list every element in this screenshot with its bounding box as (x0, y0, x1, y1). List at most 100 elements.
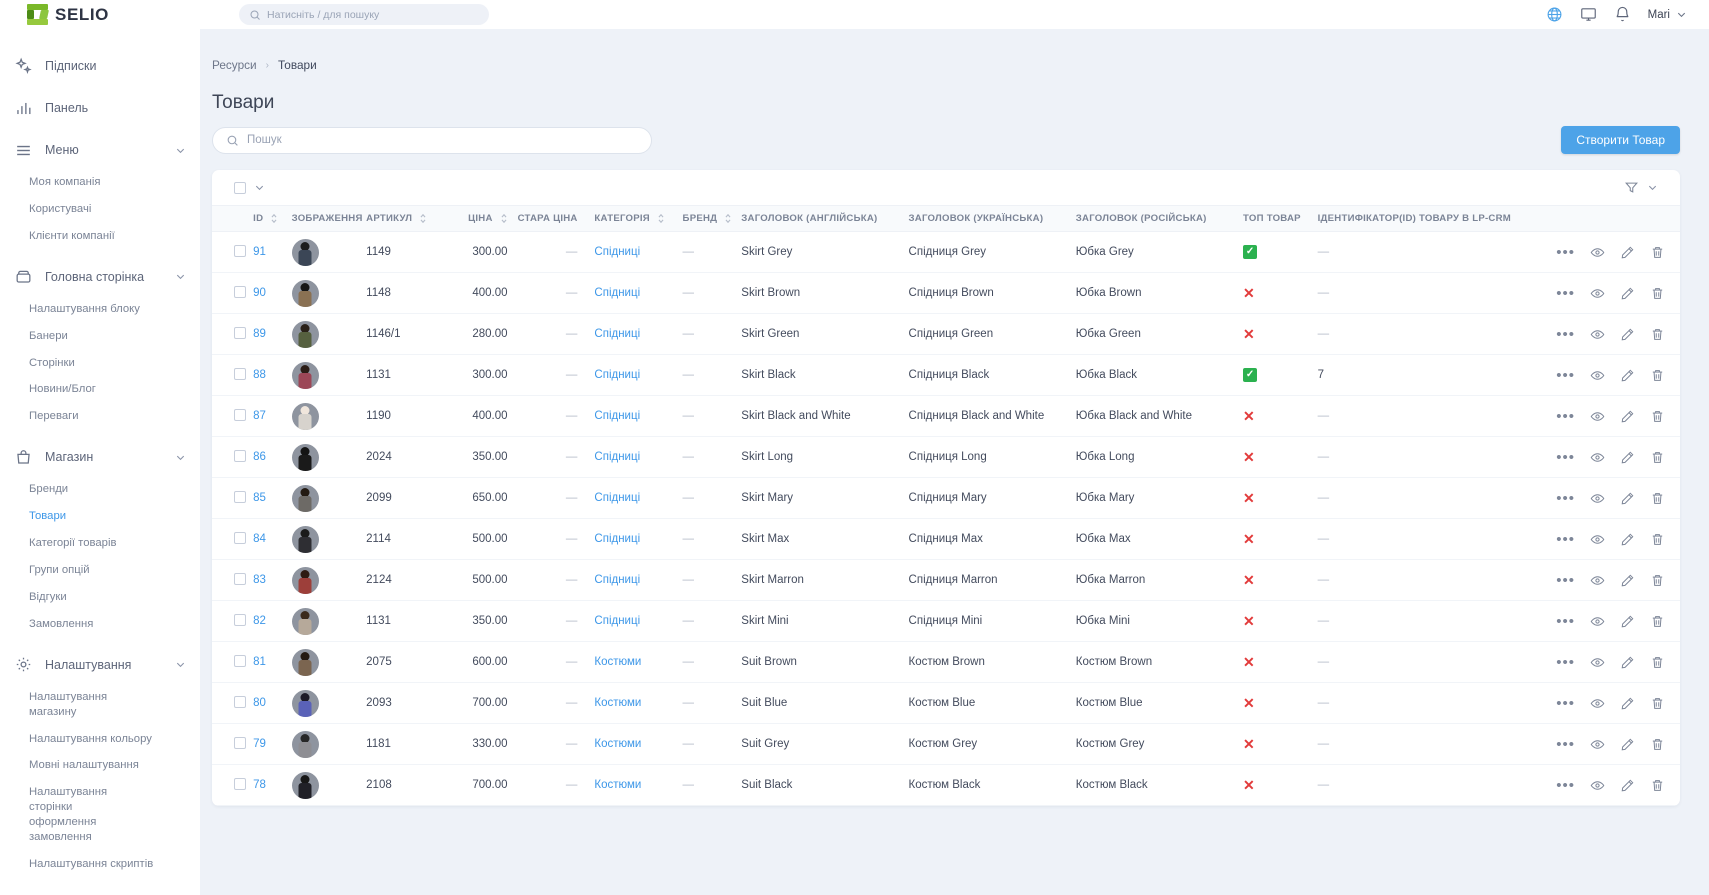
breadcrumb-root[interactable]: Ресурси (212, 58, 257, 72)
trash-icon[interactable] (1650, 614, 1665, 629)
category-link[interactable]: Костюми (594, 656, 642, 668)
category-link[interactable]: Костюми (594, 697, 642, 709)
product-id-link[interactable]: 86 (253, 451, 266, 463)
row-checkbox[interactable] (234, 490, 246, 503)
edit-icon[interactable] (1620, 245, 1635, 260)
sidebar-item-settings[interactable]: Налаштування (0, 646, 200, 684)
row-checkbox[interactable] (234, 285, 246, 298)
sidebar-item-subscriptions[interactable]: Підписки (0, 47, 200, 85)
product-id-link[interactable]: 78 (253, 779, 266, 791)
sidebar-subitem-advantages[interactable]: Переваги (29, 410, 79, 423)
trash-icon[interactable] (1650, 655, 1665, 670)
sidebar-subitem-product-categories[interactable]: Категорії товарів (29, 537, 117, 550)
product-id-link[interactable]: 82 (253, 615, 266, 627)
table-row[interactable]: 82 1131 350.00— Спідниці — Skirt Mini Спідниця… (212, 600, 1680, 642)
row-checkbox[interactable] (234, 695, 246, 708)
more-icon[interactable]: ••• (1556, 407, 1575, 425)
sidebar-item-homepage[interactable]: Головна сторінка (0, 258, 200, 296)
row-checkbox[interactable] (234, 367, 246, 380)
table-row[interactable]: 85 2099 650.00— Спідниці — Skirt Mary Спідниця… (212, 477, 1680, 519)
th-id[interactable]: ID (248, 206, 286, 232)
sidebar-subitem-news-blog[interactable]: Новини/Блог (29, 383, 96, 396)
row-checkbox[interactable] (234, 244, 246, 257)
product-id-link[interactable]: 87 (253, 410, 266, 422)
th-category[interactable]: КАТЕГОРІЯ (589, 206, 677, 232)
category-link[interactable]: Спідниці (594, 492, 641, 504)
product-id-link[interactable]: 91 (253, 246, 266, 258)
eye-icon[interactable] (1590, 409, 1605, 424)
sidebar-subitem-my-company[interactable]: Моя компанія (29, 176, 101, 188)
product-thumbnail[interactable] (291, 730, 319, 758)
row-checkbox[interactable] (234, 531, 246, 544)
row-checkbox[interactable] (234, 326, 246, 339)
eye-icon[interactable] (1590, 573, 1605, 588)
product-thumbnail[interactable] (291, 402, 319, 430)
user-menu[interactable]: Mari (1648, 9, 1687, 21)
eye-icon[interactable] (1590, 368, 1605, 383)
category-link[interactable]: Спідниці (594, 328, 641, 340)
th-price[interactable]: ЦІНА (447, 206, 513, 232)
more-icon[interactable]: ••• (1556, 653, 1575, 671)
chevron-down-icon[interactable] (175, 145, 186, 156)
category-link[interactable]: Спідниці (594, 410, 641, 422)
sidebar-subitem-block-settings[interactable]: Налаштування блоку (29, 302, 140, 315)
chevron-down-icon[interactable] (175, 452, 186, 463)
category-link[interactable]: Спідниці (594, 451, 641, 463)
row-checkbox[interactable] (234, 449, 246, 462)
selection-dropdown-icon[interactable] (254, 182, 265, 193)
more-icon[interactable]: ••• (1556, 366, 1575, 384)
search-input[interactable]: Пошук (212, 126, 652, 154)
eye-icon[interactable] (1590, 737, 1605, 752)
more-icon[interactable]: ••• (1556, 489, 1575, 507)
trash-icon[interactable] (1650, 696, 1665, 711)
product-id-link[interactable]: 89 (253, 328, 266, 340)
more-icon[interactable]: ••• (1556, 735, 1575, 753)
more-icon[interactable]: ••• (1556, 284, 1575, 302)
product-thumbnail[interactable] (291, 484, 319, 512)
edit-icon[interactable] (1620, 573, 1635, 588)
sidebar-item-menu[interactable]: Меню (0, 131, 200, 169)
filter-icon[interactable] (1624, 180, 1639, 195)
product-id-link[interactable]: 79 (253, 738, 266, 750)
eye-icon[interactable] (1590, 655, 1605, 670)
trash-icon[interactable] (1650, 573, 1665, 588)
edit-icon[interactable] (1620, 778, 1635, 793)
row-checkbox[interactable] (234, 736, 246, 749)
eye-icon[interactable] (1590, 532, 1605, 547)
eye-icon[interactable] (1590, 450, 1605, 465)
trash-icon[interactable] (1650, 450, 1665, 465)
category-link[interactable]: Спідниці (594, 533, 641, 545)
sidebar-subitem-color-settings[interactable]: Налаштування кольору (29, 732, 152, 745)
product-thumbnail[interactable] (291, 648, 319, 676)
category-link[interactable]: Спідниці (594, 287, 641, 299)
row-checkbox[interactable] (234, 408, 246, 421)
trash-icon[interactable] (1650, 286, 1665, 301)
category-link[interactable]: Спідниці (594, 615, 641, 627)
edit-icon[interactable] (1620, 450, 1635, 465)
sidebar-subitem-orders[interactable]: Замовлення (29, 617, 94, 630)
category-link[interactable]: Костюми (594, 738, 642, 750)
product-thumbnail[interactable] (291, 443, 319, 471)
product-id-link[interactable]: 85 (253, 492, 266, 504)
edit-icon[interactable] (1620, 532, 1635, 547)
edit-icon[interactable] (1620, 327, 1635, 342)
sidebar-subitem-users[interactable]: Користувачі (29, 202, 92, 215)
sidebar-subitem-option-groups[interactable]: Групи опцій (29, 563, 90, 576)
chevron-down-icon[interactable] (175, 271, 186, 282)
eye-icon[interactable] (1590, 327, 1605, 342)
table-row[interactable]: 79 1181 330.00— Костюми — Suit Grey Костюм Gre… (212, 723, 1680, 765)
eye-icon[interactable] (1590, 778, 1605, 793)
eye-icon[interactable] (1590, 286, 1605, 301)
trash-icon[interactable] (1650, 778, 1665, 793)
sidebar-subitem-brands[interactable]: Бренди (29, 483, 69, 496)
sidebar-subitem-banners[interactable]: Банери (29, 329, 68, 342)
chevron-down-icon[interactable] (175, 659, 186, 670)
product-id-link[interactable]: 81 (253, 656, 266, 668)
eye-icon[interactable] (1590, 245, 1605, 260)
product-id-link[interactable]: 83 (253, 574, 266, 586)
product-thumbnail[interactable] (291, 361, 319, 389)
sidebar-subitem-shop-settings[interactable]: Налаштування магазину (29, 690, 108, 718)
product-thumbnail[interactable] (291, 525, 319, 553)
more-icon[interactable]: ••• (1556, 612, 1575, 630)
globe-icon[interactable] (1546, 6, 1563, 23)
